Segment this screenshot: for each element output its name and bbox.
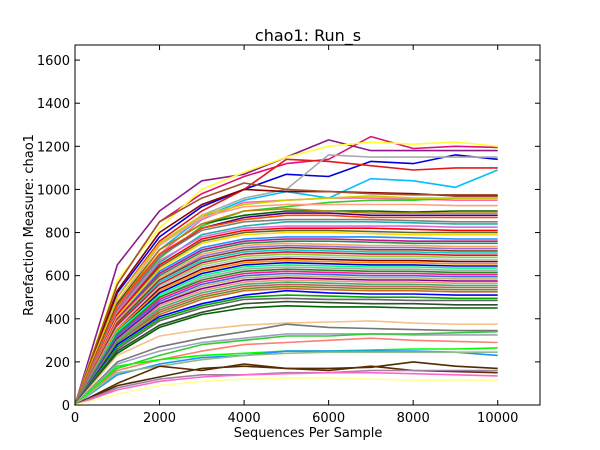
series-line-50 <box>74 294 498 406</box>
series-line-64 <box>74 369 498 406</box>
x-tick-label: 4000 <box>228 411 261 426</box>
series-line-45 <box>74 281 498 406</box>
y-tick-label: 600 <box>45 270 70 285</box>
series-line-23 <box>74 231 498 406</box>
x-tick-label: 6000 <box>312 411 345 426</box>
x-tick-label: 8000 <box>397 411 430 426</box>
series-line-36 <box>74 261 498 406</box>
series-line-24 <box>74 236 498 406</box>
series-line-22 <box>74 229 498 406</box>
series-line-52 <box>74 300 498 406</box>
x-axis: 0 2000 4000 6000 8000 10000 <box>71 45 518 426</box>
series-line-11 <box>74 197 498 406</box>
series-line-15 <box>74 208 498 406</box>
series-line-37 <box>74 264 498 406</box>
series-line-65 <box>74 371 498 406</box>
y-tick-label: 1600 <box>37 54 70 69</box>
series-line-41 <box>74 272 498 406</box>
series-layer <box>74 135 499 406</box>
series-line-40 <box>74 270 498 406</box>
y-tick-label: 0 <box>62 399 70 414</box>
x-tick-label: 2000 <box>143 411 176 426</box>
x-axis-label: Sequences Per Sample <box>234 426 383 441</box>
series-line-30 <box>74 249 498 406</box>
y-axis-label: Rarefaction Measure: chao1 <box>22 134 37 316</box>
series-line-51 <box>74 297 498 406</box>
series-line-26 <box>74 240 498 406</box>
y-tick-label: 200 <box>45 356 70 371</box>
series-line-61 <box>74 351 498 406</box>
series-line-57 <box>74 330 498 406</box>
series-line-66 <box>74 377 498 406</box>
y-tick-label: 1400 <box>37 97 70 112</box>
series-line-43 <box>74 276 498 406</box>
series-line-56 <box>74 333 498 406</box>
series-line-18 <box>74 218 498 406</box>
x-tick-label: 0 <box>71 411 79 426</box>
series-line-12 <box>74 195 498 406</box>
series-line-46 <box>74 283 498 406</box>
series-line-39 <box>74 268 498 406</box>
series-line-4 <box>74 154 498 406</box>
series-line-19 <box>74 221 498 406</box>
series-line-54 <box>74 320 498 406</box>
series-line-34 <box>74 257 498 406</box>
series-line-47 <box>74 285 498 406</box>
series-line-21 <box>74 227 498 406</box>
series-line-33 <box>74 255 498 406</box>
series-line-55 <box>74 323 498 406</box>
series-line-53 <box>74 304 498 406</box>
plot-area <box>75 45 540 405</box>
series-line-27 <box>74 242 498 406</box>
y-tick-label: 400 <box>45 313 70 328</box>
series-line-13 <box>74 203 498 406</box>
series-line-3 <box>74 141 498 406</box>
series-line-9 <box>74 182 498 406</box>
series-line-20 <box>74 225 498 406</box>
series-line-35 <box>74 259 498 406</box>
y-tick-label: 800 <box>45 227 70 242</box>
y-tick-label: 1200 <box>37 140 70 155</box>
series-line-25 <box>74 238 498 406</box>
plot-border <box>74 44 541 406</box>
series-line-58 <box>74 337 498 406</box>
series-line-49 <box>74 289 498 406</box>
series-line-5 <box>74 158 498 406</box>
series-line-17 <box>74 214 498 406</box>
series-line-44 <box>74 279 498 406</box>
y-axis: 0 200 400 600 800 1000 1200 1400 1600 <box>37 54 540 414</box>
series-line-48 <box>74 287 498 406</box>
x-tick-label: 10000 <box>477 411 518 426</box>
chart-title: chao1: Run_s <box>255 26 361 46</box>
y-tick-label: 1000 <box>37 183 70 198</box>
series-line-29 <box>74 246 498 406</box>
series-line-31 <box>74 251 498 406</box>
